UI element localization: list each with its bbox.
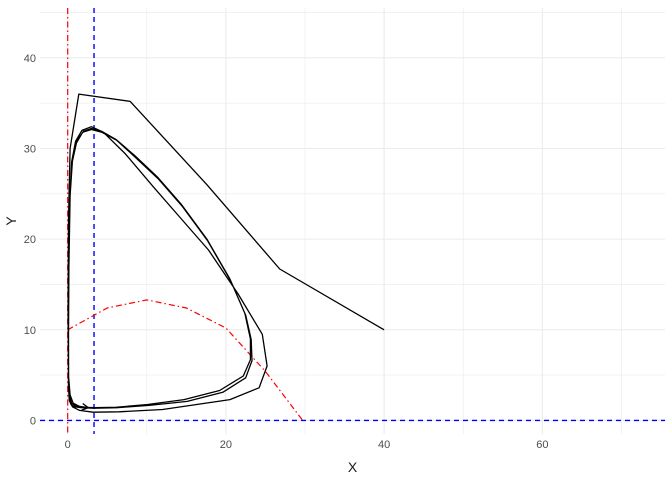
minor-gridlines bbox=[40, 8, 665, 434]
y-tick-label: 10 bbox=[24, 325, 36, 337]
y-tick-label: 20 bbox=[24, 234, 36, 246]
reference-lines bbox=[40, 8, 665, 434]
trajectory-layer bbox=[67, 93, 385, 413]
major-gridlines bbox=[40, 8, 665, 434]
parabolic-nullcline bbox=[67, 299, 304, 421]
y-tick-label: 0 bbox=[30, 415, 36, 427]
y-tick-label: 40 bbox=[24, 53, 36, 65]
trajectory-line bbox=[67, 93, 385, 413]
x-tick-label: 0 bbox=[65, 439, 71, 451]
trajectory-arrowhead bbox=[81, 402, 90, 411]
x-tick-label: 60 bbox=[536, 439, 548, 451]
x-tick-label: 40 bbox=[378, 439, 390, 451]
x-tick-label: 20 bbox=[220, 439, 232, 451]
y-tick-label: 30 bbox=[24, 143, 36, 155]
nullcline-lines bbox=[67, 8, 304, 434]
x-axis-title: X bbox=[348, 459, 358, 475]
y-axis-title: Y bbox=[3, 216, 19, 226]
tick-labels: 0 20 40 60 0 10 20 30 40 bbox=[24, 53, 549, 451]
